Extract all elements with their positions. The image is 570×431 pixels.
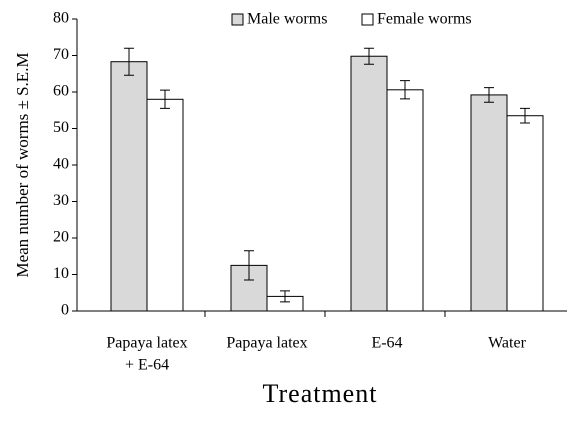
bar xyxy=(386,89,424,312)
bar xyxy=(506,115,544,312)
y-tick-label: 20 xyxy=(53,229,69,246)
y-tick-label: 60 xyxy=(53,83,69,100)
error-bar xyxy=(520,107,530,124)
x-tick-label: Papaya latex xyxy=(106,335,187,352)
x-tick-label: + E-64 xyxy=(125,357,169,374)
error-bar xyxy=(280,290,290,303)
y-axis-label: Mean number of worms ± S.E.M xyxy=(13,52,32,277)
y-tick-label: 50 xyxy=(53,119,69,136)
error-bar xyxy=(484,87,494,103)
x-tick-label: E-64 xyxy=(371,335,402,352)
error-bar xyxy=(244,250,254,281)
x-axis-label: Treatment xyxy=(263,379,378,408)
y-tick-label: 30 xyxy=(53,192,69,209)
bar xyxy=(470,94,508,312)
x-tick-label: Water xyxy=(488,335,526,352)
y-tick-label: 0 xyxy=(61,302,69,319)
bar xyxy=(146,98,184,312)
legend-swatch xyxy=(361,13,374,26)
bar xyxy=(110,61,148,312)
y-tick-label: 40 xyxy=(53,156,69,173)
error-bar xyxy=(160,89,170,109)
legend-label: Male worms xyxy=(247,11,327,28)
y-tick-label: 70 xyxy=(53,46,69,63)
y-tick-label: 80 xyxy=(53,10,69,27)
legend-swatch xyxy=(231,13,244,26)
error-bar xyxy=(124,47,134,76)
bar xyxy=(350,55,388,312)
legend-label: Female worms xyxy=(377,11,472,28)
error-bar xyxy=(364,47,374,65)
y-tick-label: 10 xyxy=(53,265,69,282)
x-tick-label: Papaya latex xyxy=(226,335,307,352)
error-bar xyxy=(400,80,410,100)
